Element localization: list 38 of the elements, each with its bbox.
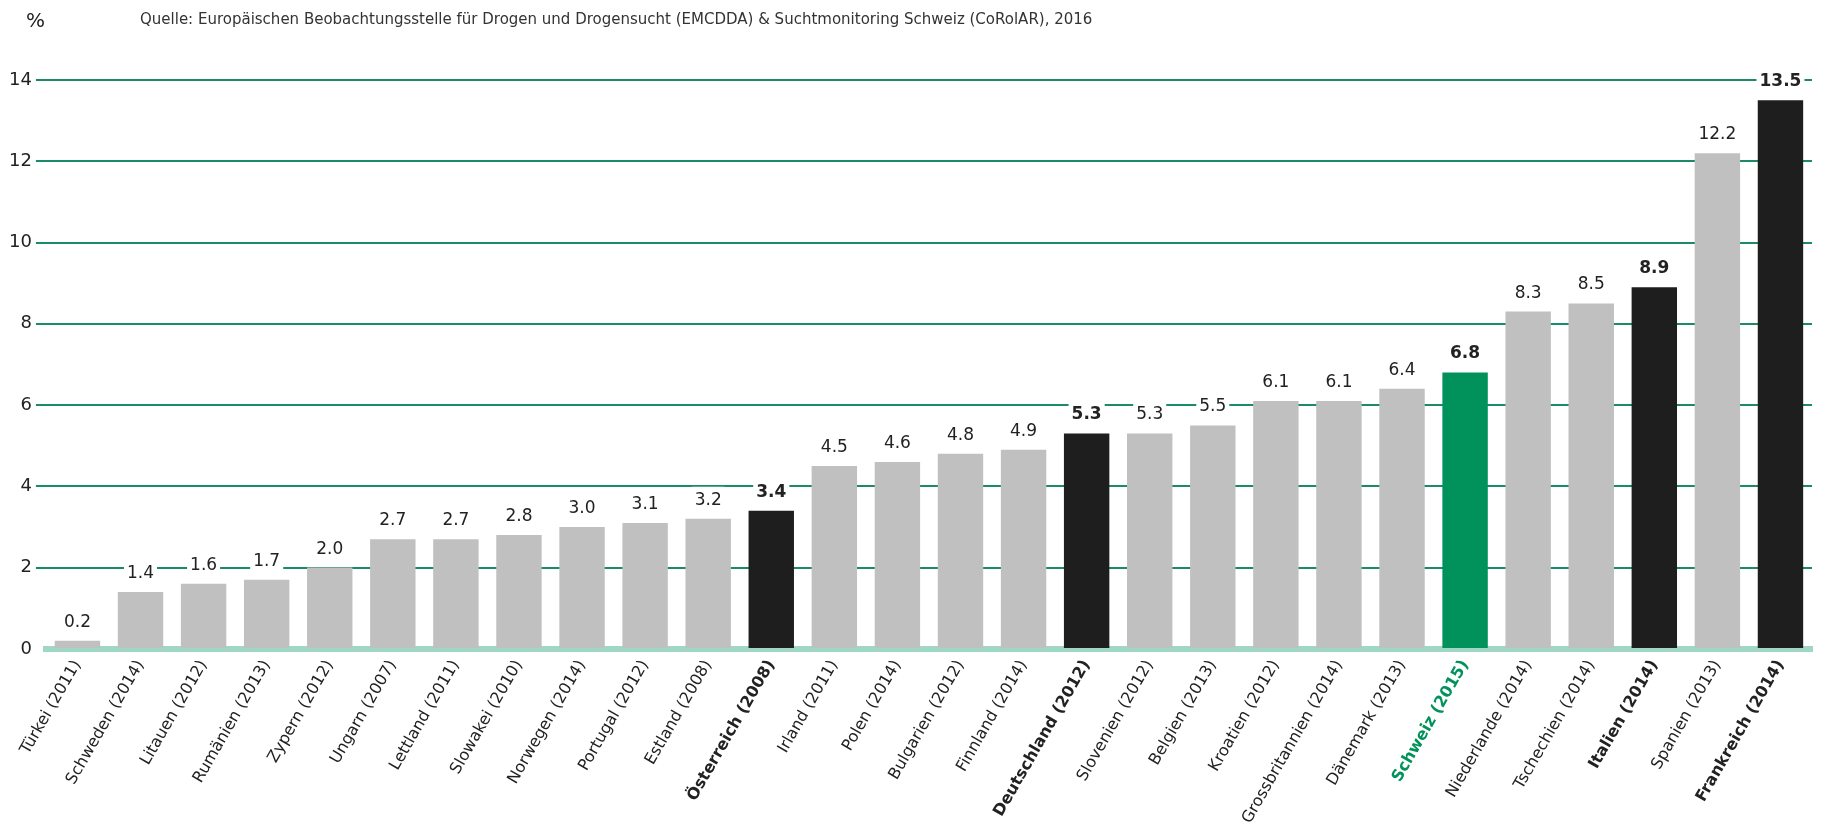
y-tick-label: 10	[9, 230, 32, 252]
data-label: 3.0	[568, 496, 596, 517]
data-label: 3.1	[631, 492, 659, 513]
data-label: 6.1	[1262, 370, 1290, 391]
data-label: 1.4	[126, 561, 155, 582]
data-label: 12.2	[1698, 123, 1737, 144]
data-label: 8.3	[1514, 281, 1542, 302]
data-label: 2.7	[379, 509, 407, 530]
data-label: 3.4	[756, 480, 787, 501]
y-tick-label: 14	[9, 67, 32, 89]
data-label: 4.6	[883, 431, 911, 452]
data-label: 13.5	[1759, 70, 1802, 91]
data-label: 6.1	[1325, 370, 1353, 391]
data-label: 0.2	[63, 610, 91, 631]
data-label: 6.8	[1450, 342, 1481, 363]
data-label: 2.8	[505, 505, 533, 526]
source-note: Quelle: Europäischen Beobachtungsstelle für Drogen und Drogensucht (EMCDDA) & Suchtmonitoring Schweiz (CoRolAR), 2016	[140, 10, 1093, 28]
data-label: 4.5	[820, 435, 848, 456]
y-tick-label: 12	[9, 148, 32, 170]
y-tick-label: 8	[20, 311, 32, 333]
data-label: 5.5	[1199, 395, 1227, 416]
y-tick-label: 2	[20, 555, 32, 577]
data-label: 2.0	[316, 537, 344, 558]
data-label: 6.4	[1388, 358, 1416, 379]
data-label: 5.3	[1136, 403, 1164, 424]
data-label: 1.7	[253, 549, 281, 570]
data-label: 4.8	[946, 423, 975, 444]
data-label: 3.2	[694, 488, 722, 509]
data-label: 2.7	[442, 509, 470, 530]
data-label: 1.6	[190, 553, 218, 574]
y-axis-title: %	[26, 8, 46, 32]
y-tick-label: 6	[20, 392, 32, 414]
data-label: 5.3	[1071, 403, 1102, 424]
data-label: 8.9	[1639, 257, 1670, 278]
y-tick-label: 4	[20, 474, 32, 496]
data-label: 4.9	[1010, 419, 1038, 440]
data-label: 8.5	[1577, 273, 1605, 294]
y-tick-label: 0	[20, 636, 32, 658]
